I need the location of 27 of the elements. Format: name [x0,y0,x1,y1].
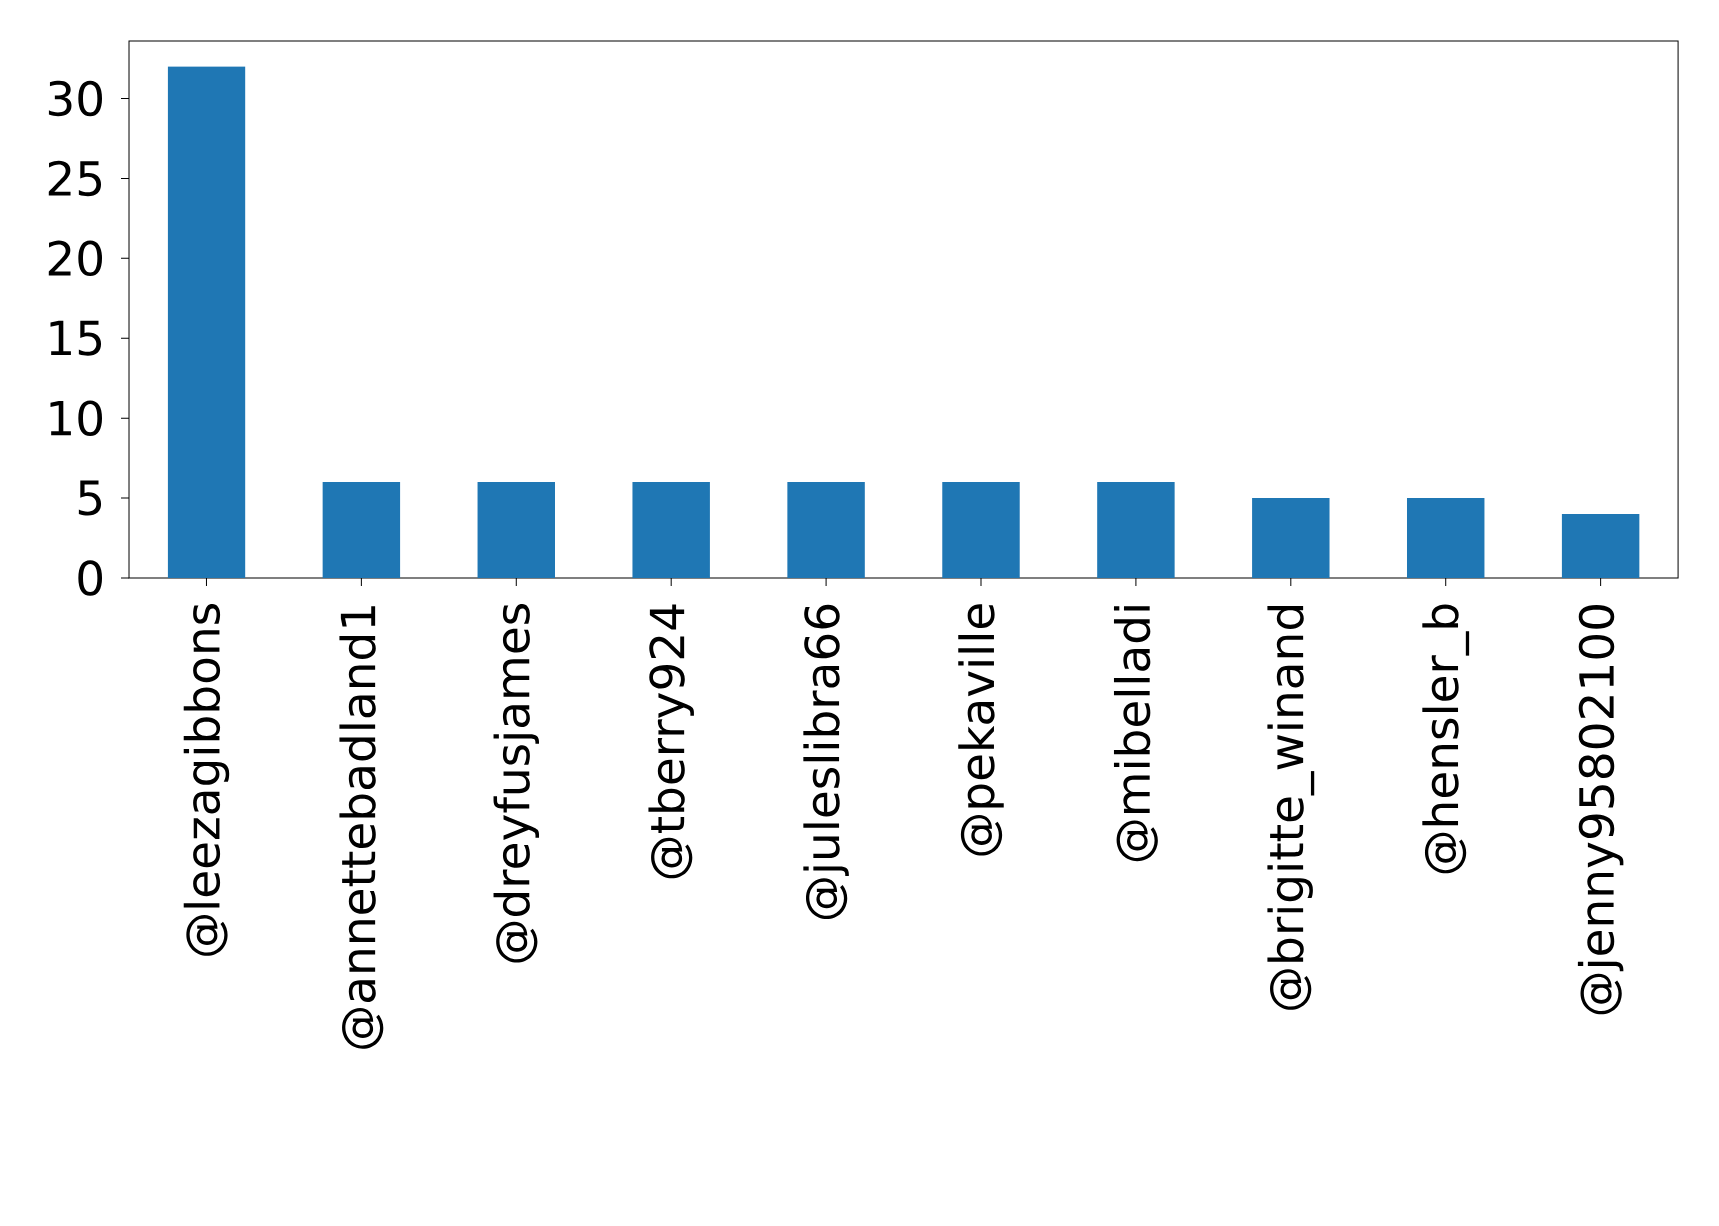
y-tick-label: 10 [50,400,103,436]
x-tick-label: @pekaville [958,604,1004,856]
bar [632,482,710,578]
x-tick-label: @leezagibbons [183,604,230,956]
y-tick-label: 15 [50,320,102,356]
x-tick-label: @hensler_b [1422,604,1470,874]
x-tick-label: @mibelladi [1113,606,1158,862]
bar [787,482,865,578]
bar [167,66,246,578]
x-tick-label: @jenny95802100 [1577,605,1624,1015]
bar [1561,514,1640,578]
y-tick-label: 20 [48,240,103,277]
x-tick-label: @juleslibra66 [803,604,849,919]
bar [942,482,1020,578]
x-tick-label: @dreyfusjames [493,604,540,963]
x-tick-label: @brigitte_winand [1267,606,1315,1010]
bar [1406,498,1485,578]
bar [477,482,555,578]
bar [1097,482,1175,578]
bar [322,482,401,578]
y-tick-label: 30 [48,80,103,117]
x-tick-label: @annettebadland1 [339,606,384,1049]
y-tick-label: 5 [78,480,102,516]
bar [1252,498,1330,578]
y-tick-label: 25 [48,160,102,197]
x-tick-label: @tberry924 [648,604,694,879]
y-tick-label: 0 [78,560,103,596]
